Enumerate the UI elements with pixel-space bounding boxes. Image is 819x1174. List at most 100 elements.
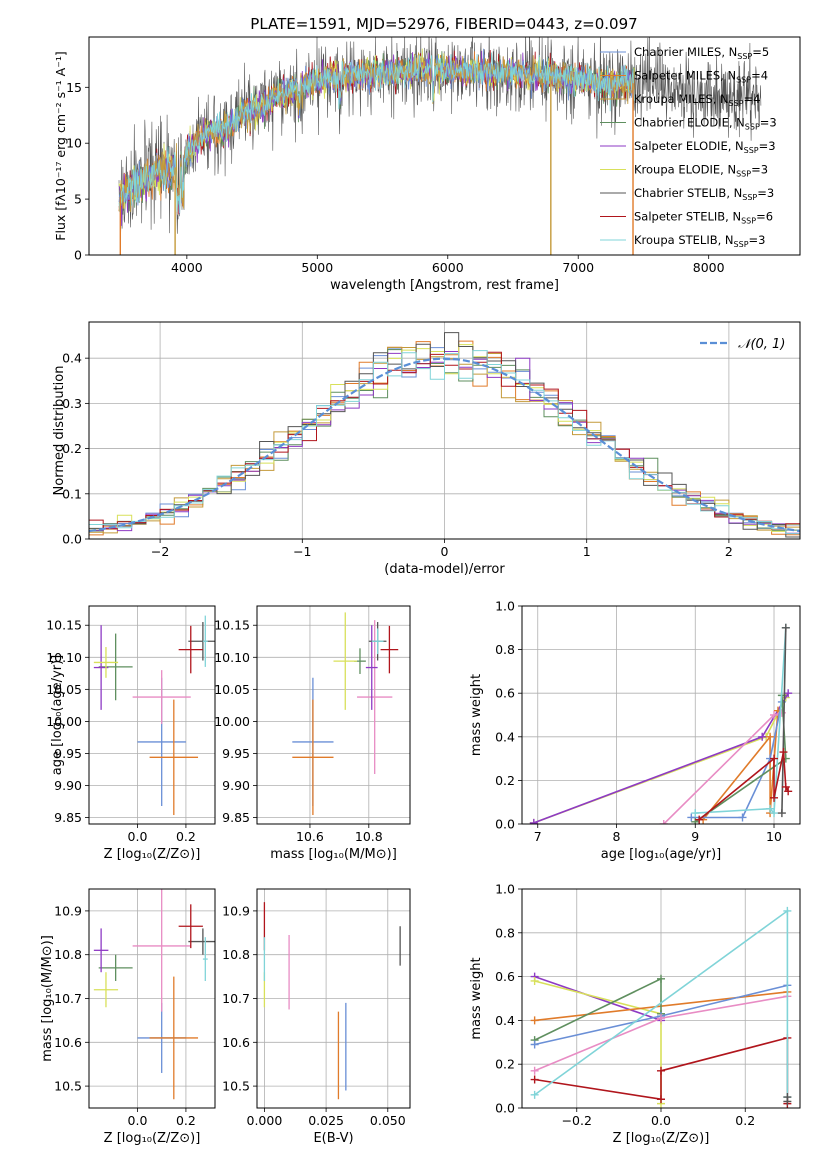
legend-subscript: SSP: [742, 193, 757, 202]
y-tick-label: 10: [66, 136, 82, 151]
y-tick-label: 10.10: [46, 650, 82, 665]
histogram-step: [89, 350, 800, 539]
y-tick-label: 15: [66, 80, 82, 95]
x-tick-label: 0.000: [247, 1113, 283, 1128]
weight-marker: [783, 906, 792, 915]
x-axis-label: age [log₁₀(age/yr)]: [601, 847, 722, 862]
weight-marker: [530, 1090, 539, 1099]
y-axis-label: mass weight: [469, 957, 484, 1039]
weight-marker: [770, 711, 779, 719]
x-tick-label: 0.0: [651, 1113, 671, 1128]
weight-marker: [691, 809, 700, 818]
x-tick-label: 5000: [301, 260, 333, 275]
weight-marker: [770, 809, 779, 818]
y-tick-label: 0.6: [495, 969, 515, 984]
x-tick-label: 9: [691, 829, 699, 844]
y-tick-label: 10.9: [222, 903, 250, 918]
x-tick-label: 1: [583, 544, 591, 559]
y-tick-label: 9.95: [54, 746, 82, 761]
x-tick-label: 7: [534, 829, 542, 844]
legend-label: Chabrier ELODIE, NSSP=3: [634, 116, 777, 132]
y-tick-label: 10.15: [46, 618, 82, 633]
weight-marker: [781, 782, 790, 791]
x-tick-label: 10: [766, 829, 782, 844]
legend-subscript: SSP: [741, 217, 756, 226]
x-tick-label: 0.025: [308, 1113, 344, 1128]
y-tick-label: 9.90: [54, 778, 82, 793]
panel-weight-vs-Z: −0.2 0.0 0.2 0.0 0.2 0.4 0.6 0.8 1.0 Z [log₁₀(Z/Z…: [469, 882, 801, 1146]
legend-subscript: SSP: [745, 123, 760, 132]
spectrum-line: [118, 37, 762, 239]
plot-area: [292, 612, 399, 816]
panel-spectrum: 4000 5000 6000 7000 8000 0 5 10 15 wavelength [An…: [53, 36, 801, 293]
y-tick-label: 0.2: [62, 441, 82, 456]
legend-subscript: SSP: [736, 76, 751, 85]
x-tick-label: 0.2: [176, 1113, 196, 1128]
y-tick-label: 9.90: [222, 778, 250, 793]
weight-marker: [530, 1066, 539, 1075]
y-tick-label: 1.0: [495, 599, 515, 614]
y-tick-label: 10.9: [54, 903, 82, 918]
y-tick-label: 0.8: [495, 642, 515, 657]
y-tick-label: 10.15: [214, 618, 250, 633]
legend-label: Salpeter STELIB, NSSP=6: [634, 210, 773, 226]
weight-marker: [758, 732, 767, 741]
panel-age-vs-Z: 0.0 0.2 9.85 9.90 9.95 10.00 10.05 10.10 10.15 Z …: [46, 605, 216, 862]
legend-count: =3: [760, 116, 777, 130]
y-tick-label: 0.1: [62, 486, 82, 501]
y-axis-label: mass [log₁₀(M/M⊙)]: [40, 935, 55, 1062]
x-tick-label: 10.8: [355, 829, 383, 844]
legend-subscript: SSP: [737, 52, 752, 61]
weight-marker: [777, 809, 786, 818]
y-tick-label: 10.7: [222, 991, 250, 1006]
weight-marker: [530, 1040, 539, 1049]
axes-frame: [256, 605, 411, 825]
legend-count: =4: [751, 69, 768, 83]
legend-count: =6: [756, 210, 773, 224]
axes-frame: [521, 888, 801, 1109]
axes-frame: [88, 36, 801, 256]
legend-label: Salpeter MILES, NSSP=4: [634, 69, 768, 85]
legend-subscript: SSP: [736, 170, 751, 179]
y-tick-label: 10.05: [46, 682, 82, 697]
weight-marker: [530, 1016, 539, 1025]
x-tick-label: 0.0: [128, 1113, 148, 1128]
y-tick-label: 5: [74, 192, 82, 207]
y-tick-label: 10.7: [54, 991, 82, 1006]
figure-title: PLATE=1591, MJD=52976, FIBERID=0443, z=0…: [250, 15, 637, 33]
weight-line: [781, 627, 787, 814]
panel-weight-vs-age: 7 8 9 10 0.0 0.2 0.4 0.6 0.8 1.0 age [log₁₀(age/yr…: [469, 599, 801, 862]
y-tick-label: 10.10: [214, 650, 250, 665]
x-tick-label: 7000: [562, 260, 594, 275]
panel-mass-vs-Z: 0.0 0.2 10.5 10.6 10.7 10.8 10.9 Z [log₁₀(Z/Z⊙)…: [40, 888, 216, 1146]
weight-marker: [657, 1066, 665, 1075]
axes-frame: [256, 888, 411, 1109]
plot-area: [263, 902, 401, 1100]
y-axis-label: age [log₁₀(age/yr)]: [50, 655, 65, 776]
x-axis-label: (data-model)/error: [384, 562, 505, 577]
x-tick-label: 8000: [693, 260, 725, 275]
gaussian-curve: [89, 357, 800, 533]
y-tick-label: 9.85: [222, 810, 250, 825]
weight-line: [691, 701, 783, 819]
axes-frame: [88, 888, 216, 1109]
y-tick-label: 0.3: [62, 396, 82, 411]
plot-area: [530, 906, 792, 1108]
x-tick-label: 6000: [432, 260, 464, 275]
legend-label: Salpeter ELODIE, NSSP=3: [634, 139, 776, 155]
weight-marker: [766, 732, 775, 741]
y-axis-label: Flux [fλ10⁻¹⁷ erg cm⁻² s⁻¹ A⁻¹]: [53, 51, 68, 240]
y-tick-label: 1.0: [495, 882, 515, 897]
x-tick-label: 10.6: [296, 829, 324, 844]
x-axis-label: wavelength [Angstrom, rest frame]: [330, 278, 559, 293]
legend-label: Chabrier STELIB, NSSP=3: [634, 186, 774, 202]
y-tick-label: 10.8: [54, 947, 82, 962]
plot-area: [89, 332, 800, 539]
y-tick-label: 0.0: [495, 1101, 515, 1116]
spectrum-line: [118, 52, 635, 214]
y-tick-label: 0.8: [495, 925, 515, 940]
y-tick-label: 0.2: [495, 1057, 515, 1072]
axes-frame: [88, 605, 216, 825]
weight-marker: [781, 623, 790, 632]
x-tick-label: 0.0: [128, 829, 148, 844]
